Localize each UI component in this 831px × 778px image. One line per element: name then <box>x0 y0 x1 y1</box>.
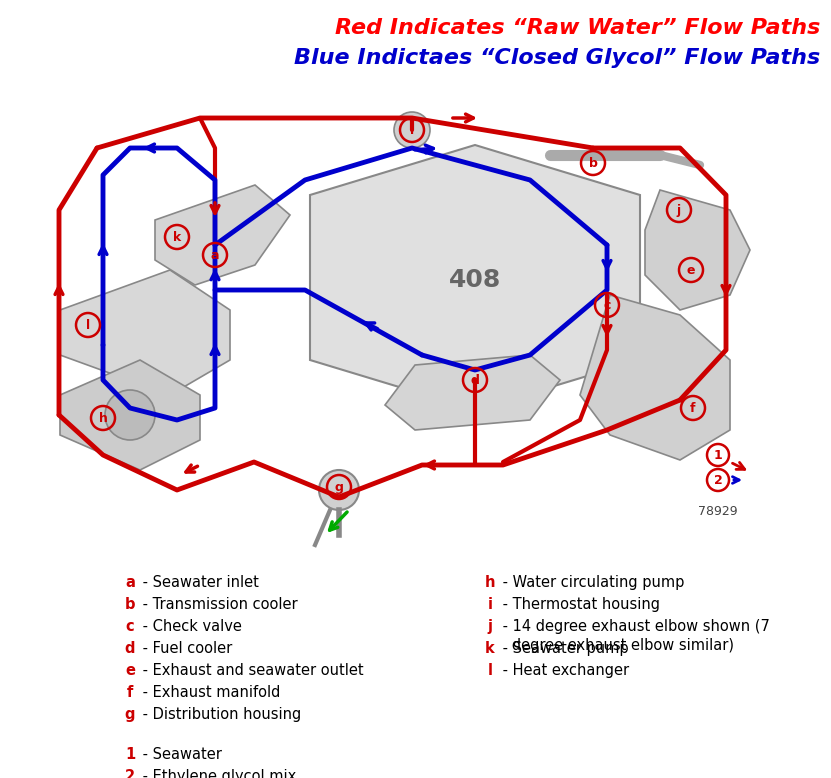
Text: c: c <box>125 619 135 634</box>
Text: c: c <box>603 299 611 311</box>
Text: - Check valve: - Check valve <box>138 619 242 634</box>
Text: 1: 1 <box>125 747 135 762</box>
Circle shape <box>394 112 430 148</box>
Text: i: i <box>410 124 414 136</box>
Text: 2: 2 <box>125 769 135 778</box>
Text: - 14 degree exhaust elbow shown (7: - 14 degree exhaust elbow shown (7 <box>498 619 770 634</box>
Text: Blue Indictaes “Closed Glycol” Flow Paths: Blue Indictaes “Closed Glycol” Flow Path… <box>293 48 820 68</box>
Text: j: j <box>677 204 681 216</box>
Text: a: a <box>125 575 135 590</box>
Text: 408: 408 <box>449 268 501 292</box>
Text: - Heat exchanger: - Heat exchanger <box>498 663 629 678</box>
Text: l: l <box>488 663 493 678</box>
Text: g: g <box>125 707 135 722</box>
Circle shape <box>105 390 155 440</box>
Text: 2: 2 <box>714 474 722 486</box>
Text: 1: 1 <box>714 448 722 461</box>
Text: - Transmission cooler: - Transmission cooler <box>138 597 297 612</box>
Circle shape <box>319 470 359 510</box>
Text: - Seawater pump: - Seawater pump <box>498 641 628 656</box>
Polygon shape <box>60 360 200 470</box>
Text: - Distribution housing: - Distribution housing <box>138 707 302 722</box>
Text: - Fuel cooler: - Fuel cooler <box>138 641 232 656</box>
Text: - Ethylene glycol mix: - Ethylene glycol mix <box>138 769 296 778</box>
Text: 78929: 78929 <box>698 505 738 518</box>
Text: Red Indicates “Raw Water” Flow Paths: Red Indicates “Raw Water” Flow Paths <box>335 18 820 38</box>
Text: g: g <box>335 481 343 493</box>
Text: - Exhaust manifold: - Exhaust manifold <box>138 685 280 700</box>
Text: - Water circulating pump: - Water circulating pump <box>498 575 685 590</box>
Text: h: h <box>99 412 107 425</box>
Text: e: e <box>125 663 135 678</box>
Text: h: h <box>484 575 495 590</box>
Text: l: l <box>86 318 90 331</box>
Text: k: k <box>173 230 181 244</box>
Polygon shape <box>155 185 290 285</box>
Polygon shape <box>645 190 750 310</box>
Text: a: a <box>211 248 219 261</box>
Text: - Seawater inlet: - Seawater inlet <box>138 575 259 590</box>
Text: f: f <box>127 685 133 700</box>
Text: j: j <box>488 619 493 634</box>
Text: d: d <box>470 373 479 387</box>
Text: degree exhaust elbow similar): degree exhaust elbow similar) <box>498 638 734 653</box>
Polygon shape <box>310 145 640 410</box>
Polygon shape <box>385 355 560 430</box>
Text: d: d <box>125 641 135 656</box>
Polygon shape <box>60 270 230 395</box>
Text: - Thermostat housing: - Thermostat housing <box>498 597 660 612</box>
Text: b: b <box>125 597 135 612</box>
Text: i: i <box>488 597 493 612</box>
Text: - Seawater: - Seawater <box>138 747 222 762</box>
Polygon shape <box>580 295 730 460</box>
Text: e: e <box>686 264 696 276</box>
Text: b: b <box>588 156 597 170</box>
Text: k: k <box>485 641 495 656</box>
Text: f: f <box>691 401 696 415</box>
Text: - Exhaust and seawater outlet: - Exhaust and seawater outlet <box>138 663 364 678</box>
